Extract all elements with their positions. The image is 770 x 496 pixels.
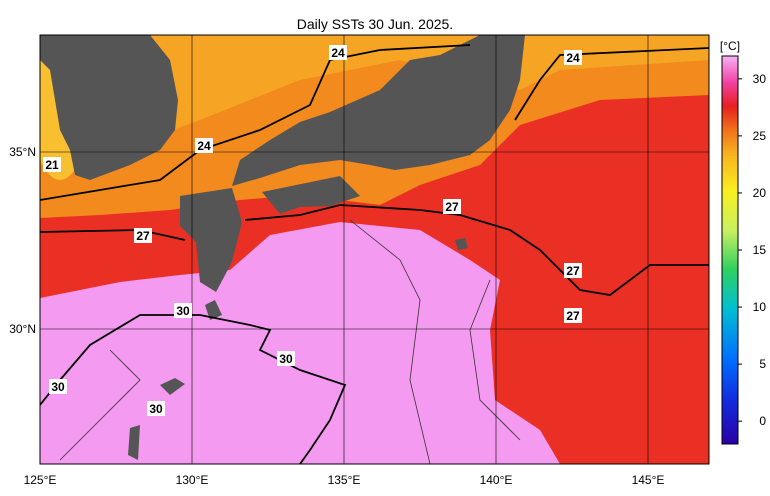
contour-label-bg [443,199,461,214]
colorbar-unit: [°C] [720,39,740,53]
contour-label: 24 [566,51,580,65]
labels: 125°E 130°E 135°E 140°E 145°E 35°N 30°N 24 24 24 2… [9,45,664,487]
contour-label-bg [49,379,67,394]
contour-label-bg [277,351,295,366]
contour-label: 30 [176,304,190,318]
colorbar-tick-label: 5 [759,357,766,371]
y-label: 35°N [9,145,36,159]
colorbar-tick-label: 30 [753,72,767,86]
x-label: 140°E [480,473,513,487]
orange-light-water [40,35,709,165]
land-kyushu [180,188,242,292]
graticule [40,35,709,464]
contour-24 [514,47,709,121]
contour-24 [40,44,471,201]
contour-label-bg [564,263,582,278]
land-honshu [232,35,525,186]
map-title: Daily SSTs 30 Jun. 2025. [297,16,453,32]
contour-30 [40,314,347,464]
land-shikoku [262,176,360,214]
contour-label: 27 [566,264,580,278]
map-area [40,35,709,464]
colorbar-tick-label: 15 [753,243,767,257]
contour-label: 30 [51,380,65,394]
x-label: 145°E [632,473,665,487]
map-frame [39,34,710,465]
contour-label-bg [147,401,165,416]
contour-thin [59,349,141,461]
contour-label-bg [329,45,347,60]
y-label: 30°N [9,322,36,336]
colorbar-tick-label: 20 [753,186,767,200]
contour-label: 30 [279,352,293,366]
land-korea [40,35,178,180]
contour-label: 21 [45,158,59,172]
colorbar-tick-label: 10 [753,300,767,314]
contour-thin [349,219,521,464]
contour-label: 24 [331,46,345,60]
contour-label-bg [195,138,213,153]
contour-label: 27 [136,229,150,243]
x-label: 135°E [328,473,361,487]
contour-label-bg [564,308,582,323]
colorbar [721,55,739,445]
contour-label: 30 [149,402,163,416]
x-label: 130°E [176,473,209,487]
contour-label-bg [174,303,192,318]
contour-label: 27 [566,309,580,323]
x-label: 125°E [24,473,57,487]
contour-label-bg [134,228,152,243]
contour-label-bg [564,50,582,65]
colorbar-tick-label: 25 [753,129,767,143]
colorbar-tick-label: 0 [759,414,766,428]
contour-label: 24 [197,139,211,153]
contour-label: 27 [445,200,459,214]
contour-label-bg [43,157,61,172]
